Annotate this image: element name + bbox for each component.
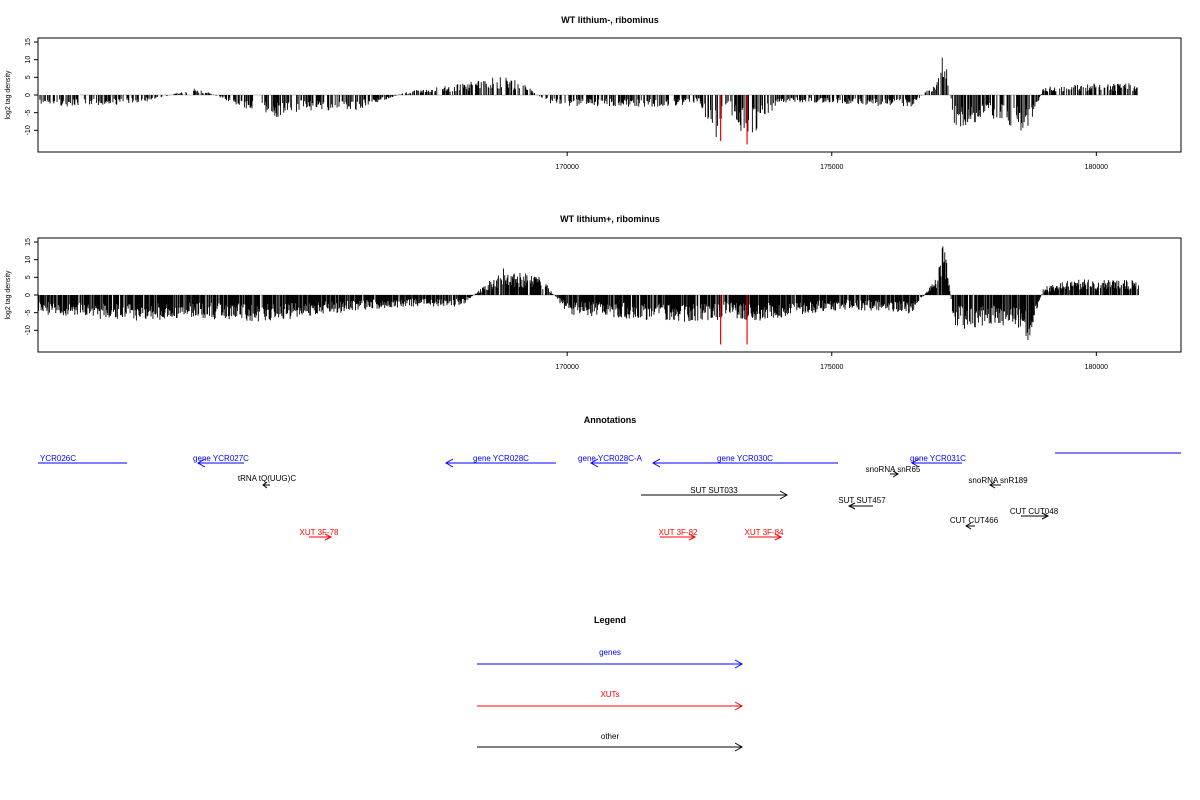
gene-ycr028c-a-label: gene YCR028C-A bbox=[578, 454, 643, 463]
xut-3f-82-label: XUT 3F-82 bbox=[659, 528, 699, 537]
sut457-arrowhead bbox=[847, 502, 856, 510]
gene-ycr027c: gene YCR027C bbox=[193, 454, 249, 468]
gene-ycr031c-label: gene YCR031C bbox=[910, 454, 966, 463]
gene-ycr028c-a: gene YCR028C-A bbox=[578, 454, 643, 468]
gene-ycr030c-label: gene YCR030C bbox=[717, 454, 773, 463]
panel-1-x-axis: 170000 175000 180000 bbox=[555, 152, 1108, 171]
y-tick-label: 0 bbox=[25, 293, 32, 297]
legend-arrowhead-other bbox=[734, 742, 744, 752]
panel-lithium-minus: WT lithium-, ribominus log2 tag density … bbox=[5, 15, 1182, 171]
xut-3f-78: XUT 3F-78 bbox=[300, 528, 340, 541]
x-tick-label: 175000 bbox=[820, 364, 843, 371]
cut048-arrowhead bbox=[1041, 512, 1050, 520]
y-tick-label: -10 bbox=[25, 125, 32, 135]
panel-2-x-axis: 170000 175000 180000 bbox=[555, 352, 1108, 371]
y-tick-label: 10 bbox=[25, 256, 32, 264]
xut-3f-78-arrowhead bbox=[324, 533, 333, 541]
gene-ycr031c-arrowhead bbox=[910, 458, 920, 468]
gene-ycr028c-a-arrowhead bbox=[589, 458, 599, 468]
y-tick-label: 15 bbox=[25, 38, 32, 46]
panel-2-ylabel: log2 tag density bbox=[5, 270, 12, 320]
cut-cut048: CUT CUT048 bbox=[1010, 507, 1059, 520]
gene-ycr031c: gene YCR031C bbox=[910, 454, 966, 468]
trna-label: tRNA tQ(UUG)C bbox=[238, 474, 296, 483]
sut-sut033: SUT SUT033 bbox=[641, 486, 789, 500]
snr189-arrowhead bbox=[989, 481, 996, 489]
y-tick-label: -5 bbox=[25, 309, 32, 315]
y-tick-label: 5 bbox=[25, 75, 32, 79]
panel-1-title: WT lithium-, ribominus bbox=[561, 15, 659, 25]
xut-3f-82-arrowhead bbox=[688, 533, 697, 541]
cut048-label: CUT CUT048 bbox=[1010, 507, 1059, 516]
y-tick-label: -5 bbox=[25, 109, 32, 115]
xut-3f-82: XUT 3F-82 bbox=[659, 528, 699, 541]
sut-sut457: SUT SUT457 bbox=[838, 496, 886, 510]
trna-tq-uug-c: tRNA tQ(UUG)C bbox=[238, 474, 296, 489]
gene-ycr030c: gene YCR030C bbox=[651, 454, 838, 468]
gene-ycr027c-label: gene YCR027C bbox=[193, 454, 249, 463]
cut-cut466: CUT CUT466 bbox=[950, 516, 999, 530]
y-tick-label: 15 bbox=[25, 238, 32, 246]
legend-arrowhead-xuts bbox=[734, 701, 744, 711]
y-tick-label: -10 bbox=[25, 325, 32, 335]
legend-label-genes: genes bbox=[599, 648, 621, 657]
trna-arrowhead bbox=[262, 481, 268, 489]
x-tick-label: 170000 bbox=[555, 164, 578, 171]
gene-ycr027c-arrowhead bbox=[196, 458, 206, 468]
cut466-arrowhead bbox=[965, 522, 972, 530]
legend-label-xuts: XUTs bbox=[600, 690, 619, 699]
gene-ycr028c-arrowhead bbox=[444, 458, 454, 468]
sut033-arrowhead bbox=[779, 490, 789, 500]
gene-ycr026c: YCR026C bbox=[38, 454, 127, 464]
snorna-snr65: snoRNA snR65 bbox=[866, 465, 921, 478]
legend-label-other: other bbox=[601, 732, 620, 741]
xut-3f-78-label: XUT 3F-78 bbox=[300, 528, 340, 537]
panel-2-y-axis: 15 10 5 0 -5 -10 bbox=[25, 238, 39, 335]
x-tick-label: 175000 bbox=[820, 164, 843, 171]
legend-title: Legend bbox=[594, 615, 626, 625]
xut-3f-84-label: XUT 3F-84 bbox=[745, 528, 785, 537]
x-tick-label: 180000 bbox=[1085, 364, 1108, 371]
legend-item-other: other bbox=[477, 732, 744, 752]
panel-1-bars bbox=[37, 57, 1138, 145]
snr189-label: snoRNA snR189 bbox=[968, 476, 1028, 485]
xut-3f-84-arrowhead bbox=[774, 533, 783, 541]
panel-1-y-axis: 15 10 5 0 -5 -10 bbox=[25, 38, 39, 135]
gene-ycr028c: gene YCR028C bbox=[444, 454, 556, 468]
panel-lithium-plus: WT lithium+, ribominus log2 tag density … bbox=[5, 214, 1182, 371]
snorna-snr189: snoRNA snR189 bbox=[968, 476, 1028, 489]
legend-item-genes: genes bbox=[477, 648, 744, 669]
xut-3f-84: XUT 3F-84 bbox=[745, 528, 785, 541]
y-tick-label: 0 bbox=[25, 93, 32, 97]
snr65-label: snoRNA snR65 bbox=[866, 465, 921, 474]
panel-2-bars bbox=[38, 246, 1139, 345]
sut033-label: SUT SUT033 bbox=[690, 486, 738, 495]
cut466-label: CUT CUT466 bbox=[950, 516, 999, 525]
sut457-label: SUT SUT457 bbox=[838, 496, 886, 505]
snr65-arrowhead bbox=[892, 470, 899, 478]
gene-ycr026c-label: YCR026C bbox=[40, 454, 76, 463]
panel-2-title: WT lithium+, ribominus bbox=[560, 214, 660, 224]
panel-1-ylabel: log2 tag density bbox=[5, 70, 12, 120]
gene-ycr028c-label: gene YCR028C bbox=[473, 454, 529, 463]
legend: Legend genes XUTs other bbox=[477, 615, 744, 752]
legend-arrowhead-genes bbox=[734, 659, 744, 669]
legend-item-xuts: XUTs bbox=[477, 690, 744, 711]
annotations-track: Annotations YCR026C gene YCR027C gene YC… bbox=[38, 415, 1181, 541]
x-tick-label: 170000 bbox=[555, 364, 578, 371]
x-tick-label: 180000 bbox=[1085, 164, 1108, 171]
annotations-title: Annotations bbox=[584, 415, 637, 425]
gene-ycr030c-arrowhead bbox=[651, 458, 661, 468]
y-tick-label: 10 bbox=[25, 56, 32, 64]
y-tick-label: 5 bbox=[25, 275, 32, 279]
